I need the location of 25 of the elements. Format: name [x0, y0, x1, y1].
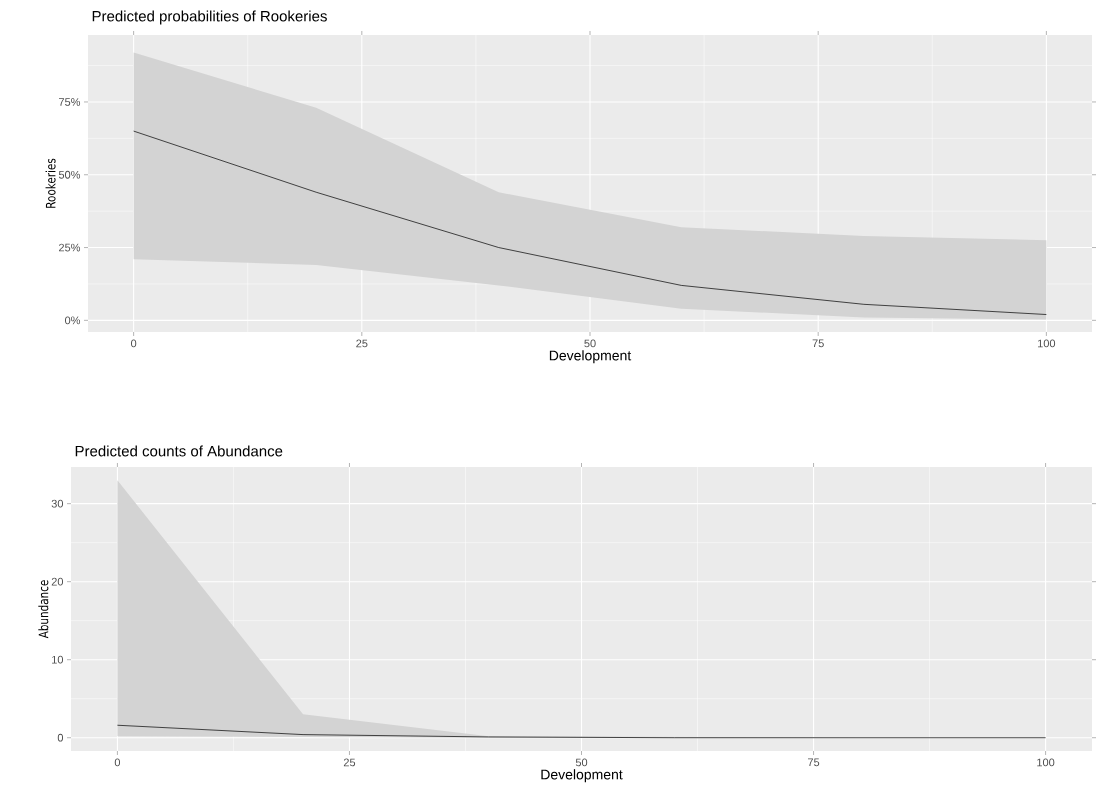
y-axis-title: Abundance	[38, 580, 49, 639]
y-tick-label: 10	[52, 656, 64, 664]
x-tick-label: 100	[1037, 758, 1055, 767]
y-tick-label: 30	[51, 499, 64, 508]
x-tick-label: 75	[808, 758, 820, 767]
y-tick-label: 50%	[58, 171, 81, 179]
y-tick-label: 20	[51, 578, 64, 586]
x-tick-label: 100	[1038, 339, 1056, 348]
x-tick-label: 75	[812, 339, 824, 348]
x-tick-label: 0	[131, 339, 137, 348]
x-tick-label: 50	[575, 758, 588, 767]
chart-title: Predicted probabilities of Rookeries	[92, 10, 327, 25]
x-tick-label: 25	[356, 339, 368, 348]
line-series	[133, 130, 1047, 316]
y-tick-label: 25%	[59, 243, 81, 252]
x-tick-label: 0	[114, 758, 121, 767]
x-axis-title: Development	[541, 769, 623, 783]
y-tick-label: 0%	[64, 316, 81, 325]
x-axis-title: Development	[549, 350, 632, 364]
x-tick-label: 50	[584, 339, 596, 348]
chart-title: Predicted counts of Abundance	[75, 445, 283, 457]
x-tick-label: 25	[343, 758, 356, 767]
y-tick-label: 75%	[59, 98, 81, 107]
y-tick-label: 0	[57, 734, 64, 742]
y-axis-title: Rookeries	[45, 158, 56, 208]
